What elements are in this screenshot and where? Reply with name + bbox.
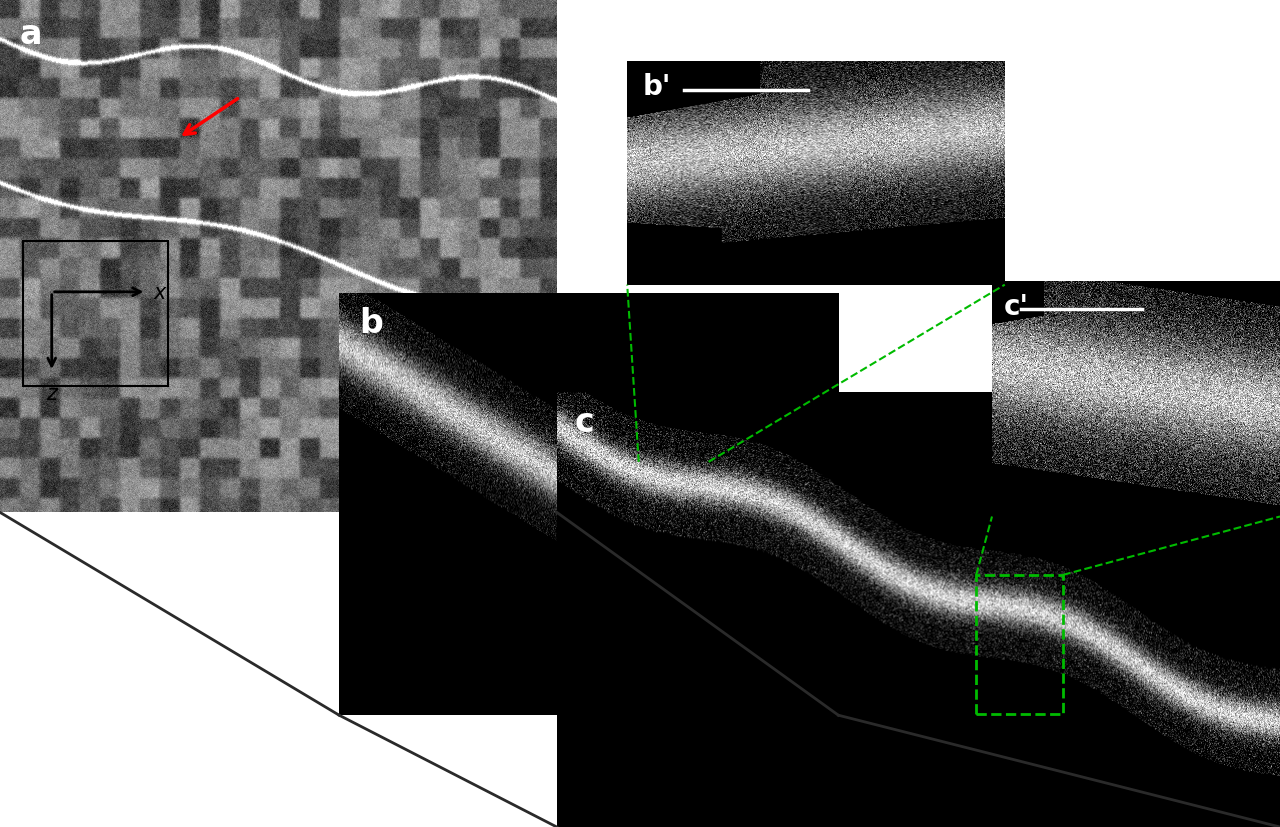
Text: x: x [154, 283, 166, 303]
Bar [977, 576, 1062, 714]
Text: b': b' [643, 73, 671, 101]
Text: c: c [575, 406, 595, 439]
Text: c': c' [1004, 293, 1029, 321]
Bar [639, 462, 709, 555]
Text: b: b [360, 306, 383, 339]
Text: a: a [19, 18, 42, 51]
Text: z: z [46, 384, 58, 404]
